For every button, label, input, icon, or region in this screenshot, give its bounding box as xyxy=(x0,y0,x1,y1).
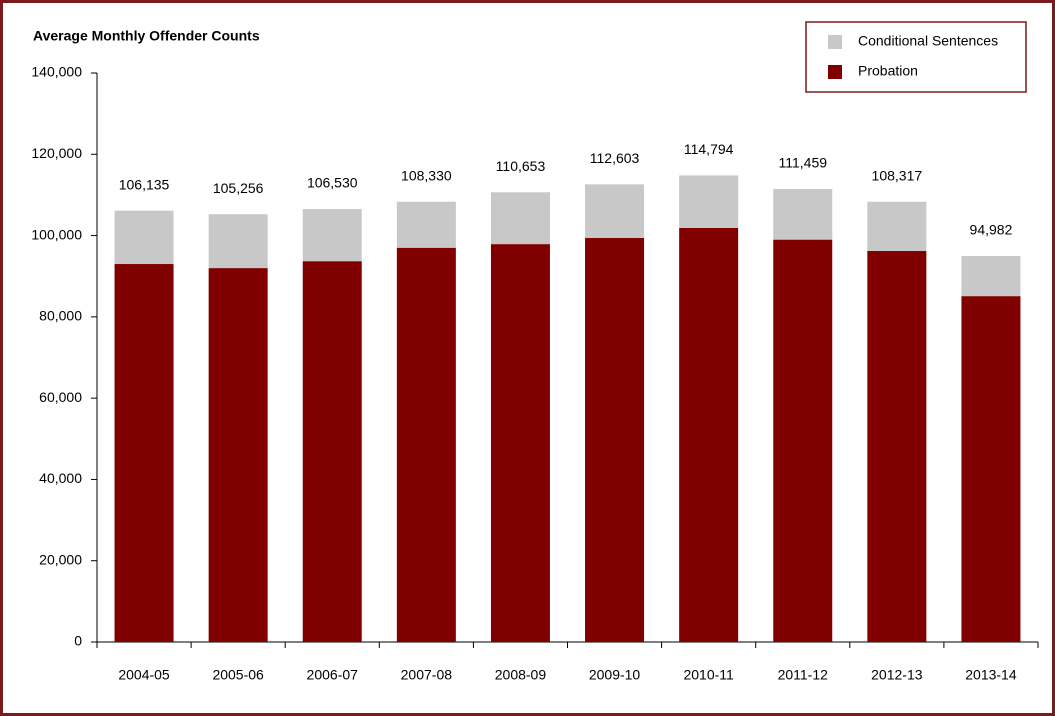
total-label: 105,256 xyxy=(213,180,264,196)
bar-segment xyxy=(679,175,739,228)
x-tick-label: 2010-11 xyxy=(683,667,734,683)
y-tick-label: 20,000 xyxy=(39,551,82,567)
y-tick-label: 140,000 xyxy=(31,64,82,80)
bar-segment xyxy=(396,247,456,642)
total-label: 108,317 xyxy=(872,167,923,183)
y-tick-label: 40,000 xyxy=(39,470,82,486)
bar-segment xyxy=(585,184,645,239)
total-label: 114,794 xyxy=(684,141,734,157)
total-label: 110,653 xyxy=(496,158,546,174)
x-tick-label: 2008-09 xyxy=(495,667,547,683)
bar-segment xyxy=(302,209,362,262)
bar-segment xyxy=(773,239,833,642)
legend-label: Conditional Sentences xyxy=(858,33,998,49)
bar-segment xyxy=(208,214,268,269)
bar-segment xyxy=(867,201,927,252)
bar-segment xyxy=(961,255,1021,297)
bar-segment xyxy=(114,210,174,265)
x-tick-label: 2013-14 xyxy=(965,667,1017,683)
total-label: 108,330 xyxy=(401,167,452,183)
legend-swatch xyxy=(828,65,842,79)
x-tick-label: 2011-12 xyxy=(778,667,829,683)
bar-segment xyxy=(773,188,833,240)
y-tick-label: 0 xyxy=(74,633,82,649)
bar-segment xyxy=(396,201,456,248)
legend-swatch xyxy=(828,35,842,49)
y-tick-label: 80,000 xyxy=(39,308,82,324)
x-tick-label: 2004-05 xyxy=(118,667,170,683)
total-label: 94,982 xyxy=(970,222,1013,238)
total-label: 111,459 xyxy=(778,155,827,171)
x-tick-label: 2007-08 xyxy=(401,667,453,683)
bar-segment xyxy=(961,296,1021,642)
bar-segment xyxy=(490,244,550,642)
total-label: 112,603 xyxy=(590,150,640,166)
bar-segment xyxy=(679,227,739,642)
legend-label: Probation xyxy=(858,63,918,79)
bar-segment xyxy=(585,238,645,642)
y-tick-label: 60,000 xyxy=(39,389,82,405)
legend-box xyxy=(805,21,1027,93)
bar-segment xyxy=(490,192,550,245)
total-label: 106,530 xyxy=(307,175,358,191)
chart-title: Average Monthly Offender Counts xyxy=(33,28,260,44)
x-tick-label: 2005-06 xyxy=(212,667,264,683)
y-tick-label: 120,000 xyxy=(31,145,82,161)
y-tick-label: 100,000 xyxy=(31,226,82,242)
bar-segment xyxy=(302,261,362,642)
x-tick-label: 2009-10 xyxy=(589,667,641,683)
bar-segment xyxy=(208,268,268,642)
bar-segment xyxy=(114,264,174,642)
x-tick-label: 2012-13 xyxy=(871,667,923,683)
bar-segment xyxy=(867,251,927,642)
x-tick-label: 2006-07 xyxy=(307,667,359,683)
total-label: 106,135 xyxy=(119,176,170,192)
